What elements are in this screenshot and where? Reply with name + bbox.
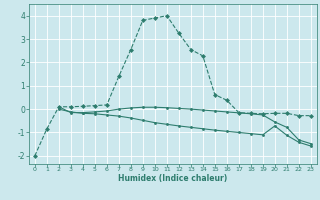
X-axis label: Humidex (Indice chaleur): Humidex (Indice chaleur) [118,174,228,183]
